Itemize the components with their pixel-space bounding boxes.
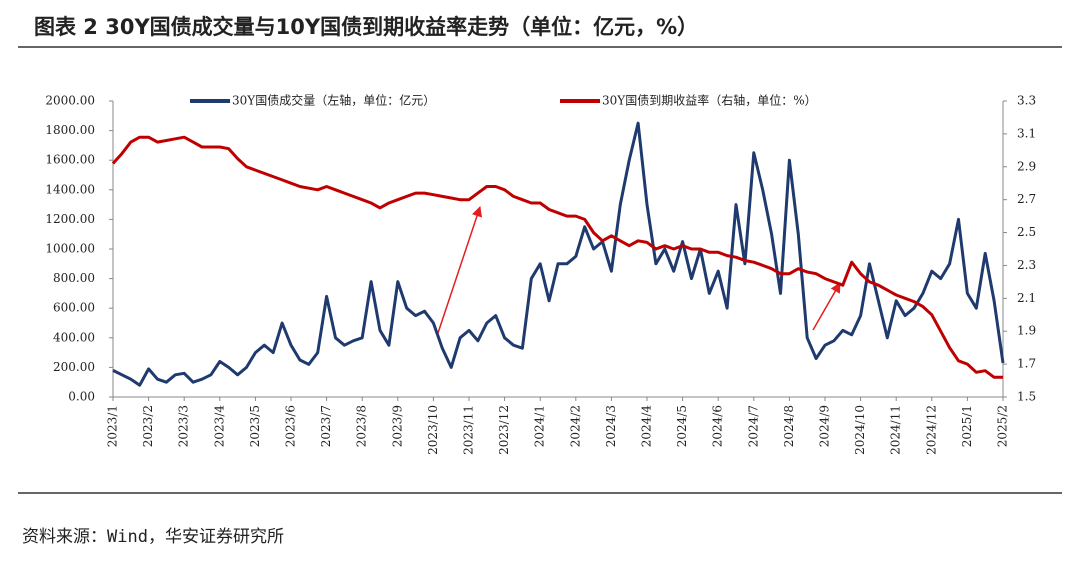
x-tick-label: 2024/1: [533, 405, 547, 447]
legend-label: 30Y国债到期收益率（右轴，单位：%）: [602, 93, 817, 108]
x-tick-label: 2023/7: [319, 405, 333, 447]
x-tick-label: 2023/9: [390, 405, 404, 447]
y2-tick-label: 1.5: [1017, 390, 1036, 404]
x-tick-label: 2024/5: [675, 405, 689, 447]
series-line: [112, 121, 1005, 387]
x-tick-label: 2023/10: [426, 405, 440, 455]
y2-tick-label: 3.3: [1017, 94, 1036, 108]
y-tick-label: 800.00: [53, 271, 95, 285]
annotation-arrow: [812, 282, 841, 331]
x-tick-label: 2025/2: [996, 405, 1010, 447]
y-tick-label: 2000.00: [45, 94, 95, 108]
source: 资料来源：Wind，华安证券研究所: [22, 527, 284, 547]
x-tick-label: 2023/2: [141, 405, 155, 447]
y-tick-label: 400.00: [53, 330, 95, 344]
y2-tick-label: 1.7: [1017, 357, 1036, 371]
x-tick-label: 2024/3: [604, 405, 618, 447]
y2-tick-label: 2.9: [1017, 159, 1036, 173]
x-tick-label: 2023/11: [462, 405, 476, 455]
x-tick-label: 2023/1: [106, 405, 120, 447]
x-tick-label: 2024/8: [782, 405, 796, 447]
annotation-arrow: [437, 206, 482, 334]
y2-tick-label: 2.1: [1017, 291, 1036, 305]
y2-tick-label: 2.3: [1017, 258, 1036, 272]
x-tick-label: 2023/6: [284, 405, 298, 447]
y-tick-label: 0.00: [68, 390, 95, 404]
x-tick-label: 2023/4: [212, 405, 226, 448]
x-tick-label: 2024/12: [924, 405, 938, 455]
y2-tick-label: 1.9: [1017, 324, 1036, 338]
x-tick-label: 2024/11: [889, 405, 903, 455]
y-tick-label: 1800.00: [45, 123, 95, 137]
x-tick-label: 2023/8: [355, 405, 369, 447]
x-tick-label: 2024/7: [746, 405, 760, 447]
chart-title: 图表 2 30Y国债成交量与10Y国债到期收益率走势（单位：亿元，%）: [34, 15, 698, 39]
y2-tick-label: 2.5: [1017, 225, 1036, 239]
legend-label: 30Y国债成交量（左轴，单位：亿元）: [232, 93, 435, 108]
x-tick-label: 2025/1: [960, 405, 974, 447]
x-tick-label: 2024/2: [568, 405, 582, 447]
series-line: [111, 135, 1003, 379]
y-tick-label: 200.00: [53, 360, 95, 374]
x-tick-label: 2024/9: [818, 405, 832, 447]
x-tick-label: 2024/10: [853, 405, 867, 455]
y2-tick-label: 3.1: [1017, 126, 1036, 140]
y-tick-label: 1400.00: [45, 182, 95, 196]
y-tick-label: 1600.00: [45, 153, 95, 167]
x-tick-label: 2023/12: [497, 405, 511, 455]
y-tick-label: 1200.00: [45, 212, 95, 226]
x-tick-label: 2024/6: [711, 405, 725, 447]
y2-tick-label: 2.7: [1017, 192, 1036, 206]
y-tick-label: 1000.00: [45, 242, 95, 256]
x-tick-label: 2023/5: [248, 405, 262, 447]
y-tick-label: 600.00: [53, 301, 95, 315]
x-tick-label: 2023/3: [177, 405, 191, 447]
x-tick-label: 2024/4: [640, 405, 654, 448]
